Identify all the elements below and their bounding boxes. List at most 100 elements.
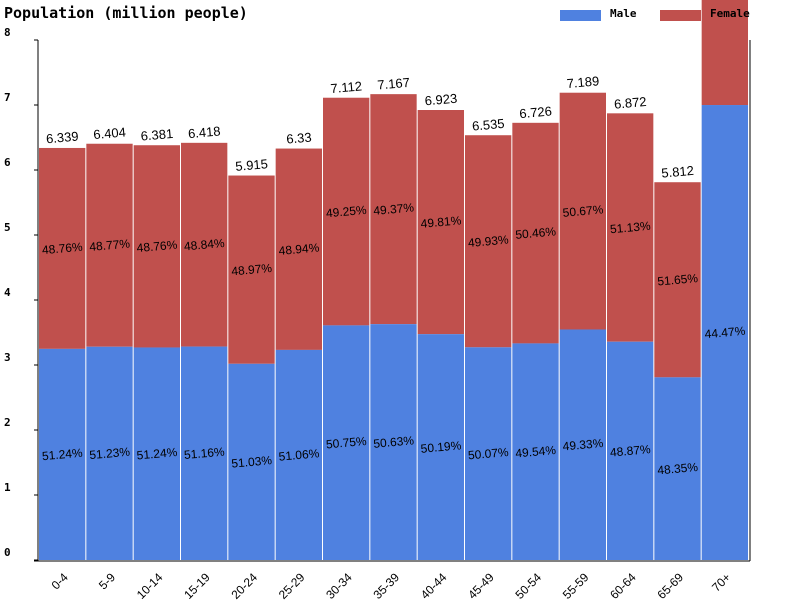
total-label: 6.418 [187,123,221,141]
bar-female [370,94,417,325]
male-percent-label: 50.75% [325,434,367,452]
total-label: 7.112 [330,78,363,96]
bar-female [39,147,86,349]
bar-female [512,122,559,344]
bar-female [607,113,654,342]
total-label: 6.404 [93,124,127,142]
male-percent-label: 51.23% [89,445,131,463]
x-tick-label: 10-14 [134,570,166,600]
bar-male [654,377,701,560]
x-tick-label: 0-4 [49,570,71,592]
y-tick-label: 8 [4,26,11,39]
bar-male [465,347,512,560]
legend-label-female: Female [710,7,750,20]
male-percent-label: 49.54% [515,443,557,461]
legend-swatch-female [660,10,701,21]
y-tick-label: 4 [4,286,11,299]
x-tick-label: 15-19 [181,570,213,600]
female-percent-label: 49.81% [420,213,462,231]
female-percent-label: 48.77% [89,236,131,254]
x-tick-label: 5-9 [96,570,118,592]
x-tick-label: 45-49 [465,570,497,600]
bar-female [701,0,748,106]
male-percent-label: 51.03% [231,453,273,471]
x-tick-label: 30-34 [323,570,355,600]
bar-female [559,92,606,330]
total-label: 5.812 [661,163,695,181]
y-tick-label: 2 [4,416,11,429]
male-percent-label: 49.33% [562,436,604,454]
bar-female [181,142,228,347]
female-percent-label: 51.13% [609,219,651,237]
total-label: 6.33 [286,129,313,146]
female-percent-label: 49.93% [467,233,509,251]
male-percent-label: 50.19% [420,438,462,456]
female-percent-label: 48.97% [231,261,273,279]
male-percent-label: 51.16% [183,445,225,463]
bar-male [559,329,606,560]
x-tick-label: 70+ [709,570,733,594]
male-percent-label: 50.63% [373,433,415,451]
total-label: 6.726 [519,103,553,121]
female-percent-label: 51.65% [657,271,699,289]
male-percent-label: 48.35% [657,460,699,478]
male-percent-label: 50.07% [467,445,509,463]
bar-male [133,347,180,560]
total-label: 7.189 [566,73,600,91]
legend-swatch-male [560,10,601,21]
female-percent-label: 48.84% [183,236,225,254]
total-label: 6.339 [45,129,79,147]
legend-label-male: Male [610,7,637,20]
x-tick-label: 35-39 [371,570,403,600]
chart-title: Population (million people) [4,4,248,22]
bar-male [228,363,275,560]
female-percent-label: 49.25% [325,203,367,221]
bar-female [133,145,180,348]
bar-male [370,324,417,560]
y-tick-label: 7 [4,91,11,104]
legend: Male Female [560,7,750,21]
total-label: 5.915 [235,156,269,174]
total-label: 6.381 [140,126,174,144]
x-tick-label: 55-59 [560,570,592,600]
total-label: 6.872 [613,94,647,112]
x-tick-label: 40-44 [418,570,450,600]
male-percent-label: 51.24% [136,445,178,463]
bar-male [181,346,228,560]
y-tick-label: 5 [4,221,11,234]
bars: 6.339 48.76% 51.24% 6.404 48.77% 51.23% 6.381 4… [39,0,748,560]
bar-female [275,148,322,350]
male-percent-label: 51.06% [278,446,320,464]
total-label: 7.167 [377,75,411,93]
bar-male [512,343,559,560]
y-tick-label: 0 [4,546,11,559]
bar-female [417,110,464,335]
bar-male [39,348,86,560]
x-tick-label: 65-69 [655,570,687,600]
x-tick-label: 50-54 [513,570,545,600]
y-tick-label: 1 [4,481,11,494]
bar-male [275,349,322,560]
female-percent-label: 49.37% [373,200,415,218]
female-percent-label: 48.76% [136,238,178,256]
female-percent-label: 48.76% [41,240,83,258]
y-axis: 0 1 2 3 4 5 6 7 8 [4,26,751,561]
bar-female [465,135,512,348]
female-percent-label: 50.46% [515,224,557,242]
female-percent-label: 50.67% [562,202,604,220]
y-tick-label: 6 [4,156,11,169]
female-percent-label: 48.94% [278,240,320,258]
male-percent-label: 44.47% [704,324,746,342]
bar-female [86,143,133,347]
bar-female [323,97,370,326]
bar-female [228,175,275,364]
male-percent-label: 51.24% [41,446,83,464]
male-percent-label: 48.87% [609,442,651,460]
x-tick-label: 25-29 [276,570,308,600]
y-tick-label: 3 [4,351,11,364]
x-tick-label: 20-24 [229,570,261,600]
bar-male [701,105,748,560]
x-axis: 0-4 5-9 10-14 15-19 20-24 25-29 30-34 35-39 40-4… [34,560,750,600]
bar-female [654,182,701,378]
